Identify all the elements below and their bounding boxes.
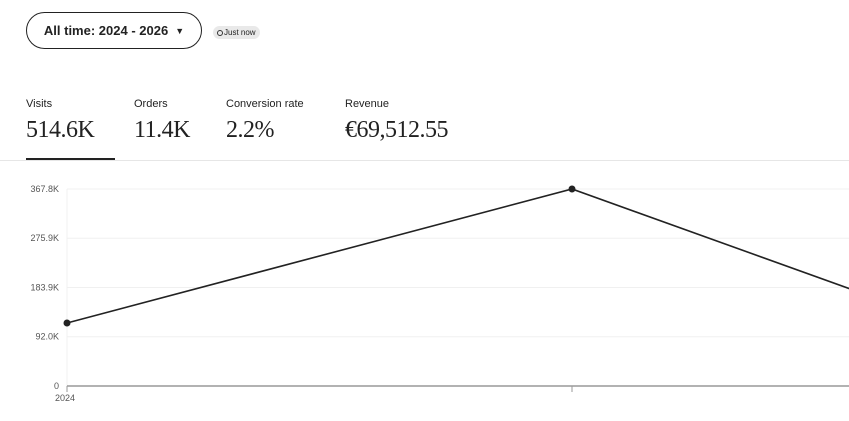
metric-tab-orders[interactable]: Orders 11.4K <box>134 98 190 144</box>
last-updated-label: Just now <box>224 28 256 37</box>
metric-value: €69,512.55 <box>345 117 449 143</box>
metric-value: 514.6K <box>26 117 95 143</box>
data-point <box>63 319 71 327</box>
metric-label: Revenue <box>345 98 390 110</box>
visits-line-chart: 0 92.0K 183.9K 275.9K 367.8K 2024 <box>30 184 849 403</box>
date-range-label: All time: 2024 - 2026 <box>43 23 169 38</box>
active-tab-indicator <box>26 158 115 160</box>
caret-down-icon: ▼ <box>175 25 185 36</box>
metric-tab-visits[interactable]: Visits 514.6K <box>26 98 95 144</box>
metric-label: Visits <box>26 98 53 110</box>
data-point <box>568 185 576 193</box>
metrics-tabs: Visits 514.6K Orders 11.4K Conversion ra… <box>0 98 849 161</box>
clock-icon <box>217 29 223 36</box>
y-tick-label: 183.9K <box>30 283 59 293</box>
metric-tab-revenue[interactable]: Revenue €69,512.55 <box>345 98 449 144</box>
metric-label: Conversion rate <box>226 98 304 110</box>
metric-tab-conversion-rate[interactable]: Conversion rate 2.2% <box>226 98 304 144</box>
series-line <box>66 188 849 324</box>
metric-label: Orders <box>134 98 168 110</box>
metric-value: 11.4K <box>134 117 190 143</box>
last-updated-badge: Just now <box>213 26 260 39</box>
metric-value: 2.2% <box>226 117 274 143</box>
y-tick-label: 92.0K <box>35 332 59 342</box>
x-tick-label: 2024 <box>55 393 75 403</box>
y-tick-label: 275.9K <box>30 233 59 243</box>
date-range-dropdown[interactable]: All time: 2024 - 2026 ▼ <box>26 12 202 49</box>
y-tick-label: 0 <box>54 381 59 391</box>
y-tick-label: 367.8K <box>30 184 59 194</box>
